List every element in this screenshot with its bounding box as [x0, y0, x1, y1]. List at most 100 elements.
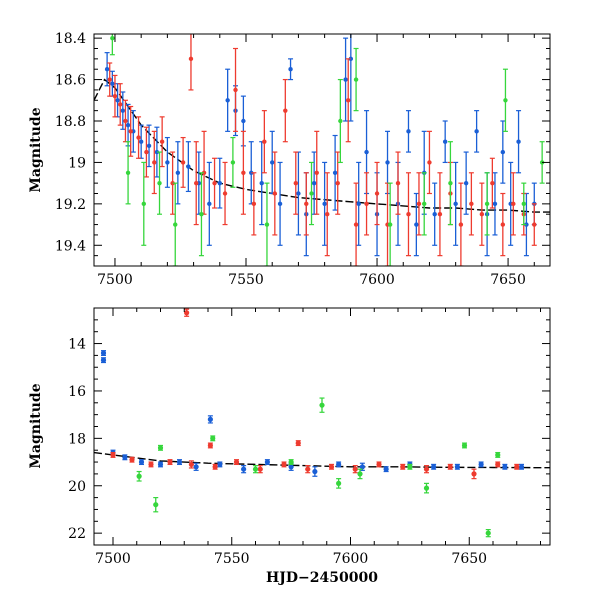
- bottom-point-red: [423, 466, 430, 472]
- top-point-red: [262, 139, 267, 144]
- top-point-red: [325, 212, 330, 217]
- top-y-tick-label: 18.4: [55, 31, 86, 47]
- top-point-green: [264, 222, 270, 227]
- bottom-x-tick-label: 7500: [95, 551, 131, 567]
- bottom-point-blue: [138, 459, 145, 465]
- top-point-red: [374, 191, 380, 196]
- top-y-tick-label: 18.8: [55, 114, 86, 130]
- bottom-x-axis-label: HJD−2450000: [266, 570, 378, 586]
- top-point-red: [500, 222, 506, 227]
- bottom-point-blue: [383, 466, 389, 472]
- top-model-curve: [94, 78, 550, 213]
- top-y-tick-label: 18.6: [55, 73, 86, 89]
- top-x-tick-label: 7550: [228, 272, 264, 288]
- top-point-blue: [270, 160, 275, 165]
- bottom-point-red: [207, 442, 213, 449]
- top-point-red: [469, 201, 474, 207]
- top-plot-frame: [93, 33, 551, 267]
- bottom-point-blue: [193, 464, 199, 470]
- bottom-point-red: [495, 461, 501, 468]
- bottom-point-blue: [241, 466, 247, 472]
- bottom-point-blue: [312, 468, 318, 475]
- bottom-point-green: [357, 471, 363, 477]
- top-point-red: [458, 222, 464, 227]
- bottom-y-tick-label: 14: [68, 337, 86, 353]
- bottom-point-green: [153, 502, 159, 508]
- top-point-red: [335, 180, 340, 186]
- top-point-blue: [138, 139, 144, 144]
- top-y-tick-label: 19: [68, 155, 86, 171]
- top-point-red: [293, 180, 298, 186]
- top-point-blue: [332, 170, 338, 175]
- top-point-green: [484, 201, 490, 207]
- top-point-red: [283, 108, 288, 113]
- bottom-axes: 7500 7550 7600 7650 14 16 18 20 22: [68, 307, 550, 567]
- bottom-point-green: [136, 473, 142, 479]
- top-point-green: [141, 201, 146, 207]
- top-point-green: [173, 222, 178, 227]
- bottom-point-red: [376, 461, 382, 468]
- top-point-blue: [442, 139, 448, 144]
- top-point-blue: [217, 180, 222, 186]
- top-point-red: [511, 201, 516, 207]
- bottom-point-green: [461, 442, 468, 449]
- bottom-point-red: [148, 461, 154, 468]
- top-plot-area: [94, 34, 550, 266]
- top-point-blue: [165, 160, 170, 165]
- bottom-point-blue: [502, 464, 508, 470]
- top-point-red: [251, 201, 257, 207]
- top-x-tick-label: 7600: [359, 272, 395, 288]
- top-point-blue: [432, 212, 437, 217]
- bottom-point-red: [281, 461, 287, 468]
- bottom-x-tick-label: 7650: [451, 551, 487, 567]
- bottom-point-green: [288, 459, 294, 465]
- top-point-red: [314, 170, 319, 175]
- top-point-green: [157, 180, 162, 186]
- bottom-y-tick-label: 18: [68, 431, 86, 447]
- top-point-green: [387, 222, 393, 227]
- top-x-tick-label: 7500: [97, 272, 133, 288]
- top-point-blue: [110, 81, 115, 86]
- top-point-blue: [348, 56, 354, 62]
- bottom-point-blue: [264, 459, 270, 465]
- top-point-blue: [104, 67, 110, 72]
- top-y-axis-label: Magnitude: [28, 107, 44, 192]
- bottom-point-red: [188, 461, 194, 468]
- top-point-blue: [492, 201, 498, 207]
- top-point-green: [503, 98, 508, 103]
- bottom-point-green: [495, 452, 501, 458]
- top-point-red: [123, 118, 128, 124]
- top-point-red: [159, 139, 165, 144]
- bottom-plot-area: [94, 308, 550, 538]
- bottom-point-blue: [518, 464, 525, 470]
- top-point-blue: [474, 129, 479, 134]
- top-point-blue: [259, 180, 264, 186]
- top-point-blue: [296, 191, 301, 196]
- bottom-y-axis-label: Magnitude: [28, 383, 44, 468]
- top-point-red: [304, 201, 309, 207]
- bottom-y-tick-label: 22: [68, 526, 86, 542]
- top-point-blue: [343, 77, 348, 82]
- bottom-point-green: [485, 530, 491, 536]
- top-x-tick-label: 7650: [490, 272, 526, 288]
- bottom-point-blue: [100, 350, 107, 356]
- top-point-blue: [125, 122, 131, 128]
- bottom-point-green: [157, 445, 164, 451]
- top-point-blue: [288, 67, 293, 72]
- top-point-blue: [322, 201, 327, 207]
- bottom-panel: 7500 7550 7600 7650 14 16 18 20 22 Magnitude HJD…: [28, 307, 551, 586]
- top-point-blue: [385, 160, 390, 165]
- top-point-blue: [463, 180, 469, 186]
- top-point-red: [107, 77, 112, 82]
- top-point-red: [118, 102, 123, 107]
- bottom-y-tick-label: 16: [68, 384, 86, 400]
- bottom-point-blue: [157, 461, 164, 468]
- top-point-red: [437, 212, 443, 217]
- bottom-point-green: [252, 466, 259, 472]
- top-point-red: [406, 212, 411, 217]
- top-point-red: [144, 149, 149, 155]
- top-point-red: [112, 93, 118, 99]
- bottom-point-blue: [431, 464, 437, 470]
- top-point-green: [125, 170, 131, 175]
